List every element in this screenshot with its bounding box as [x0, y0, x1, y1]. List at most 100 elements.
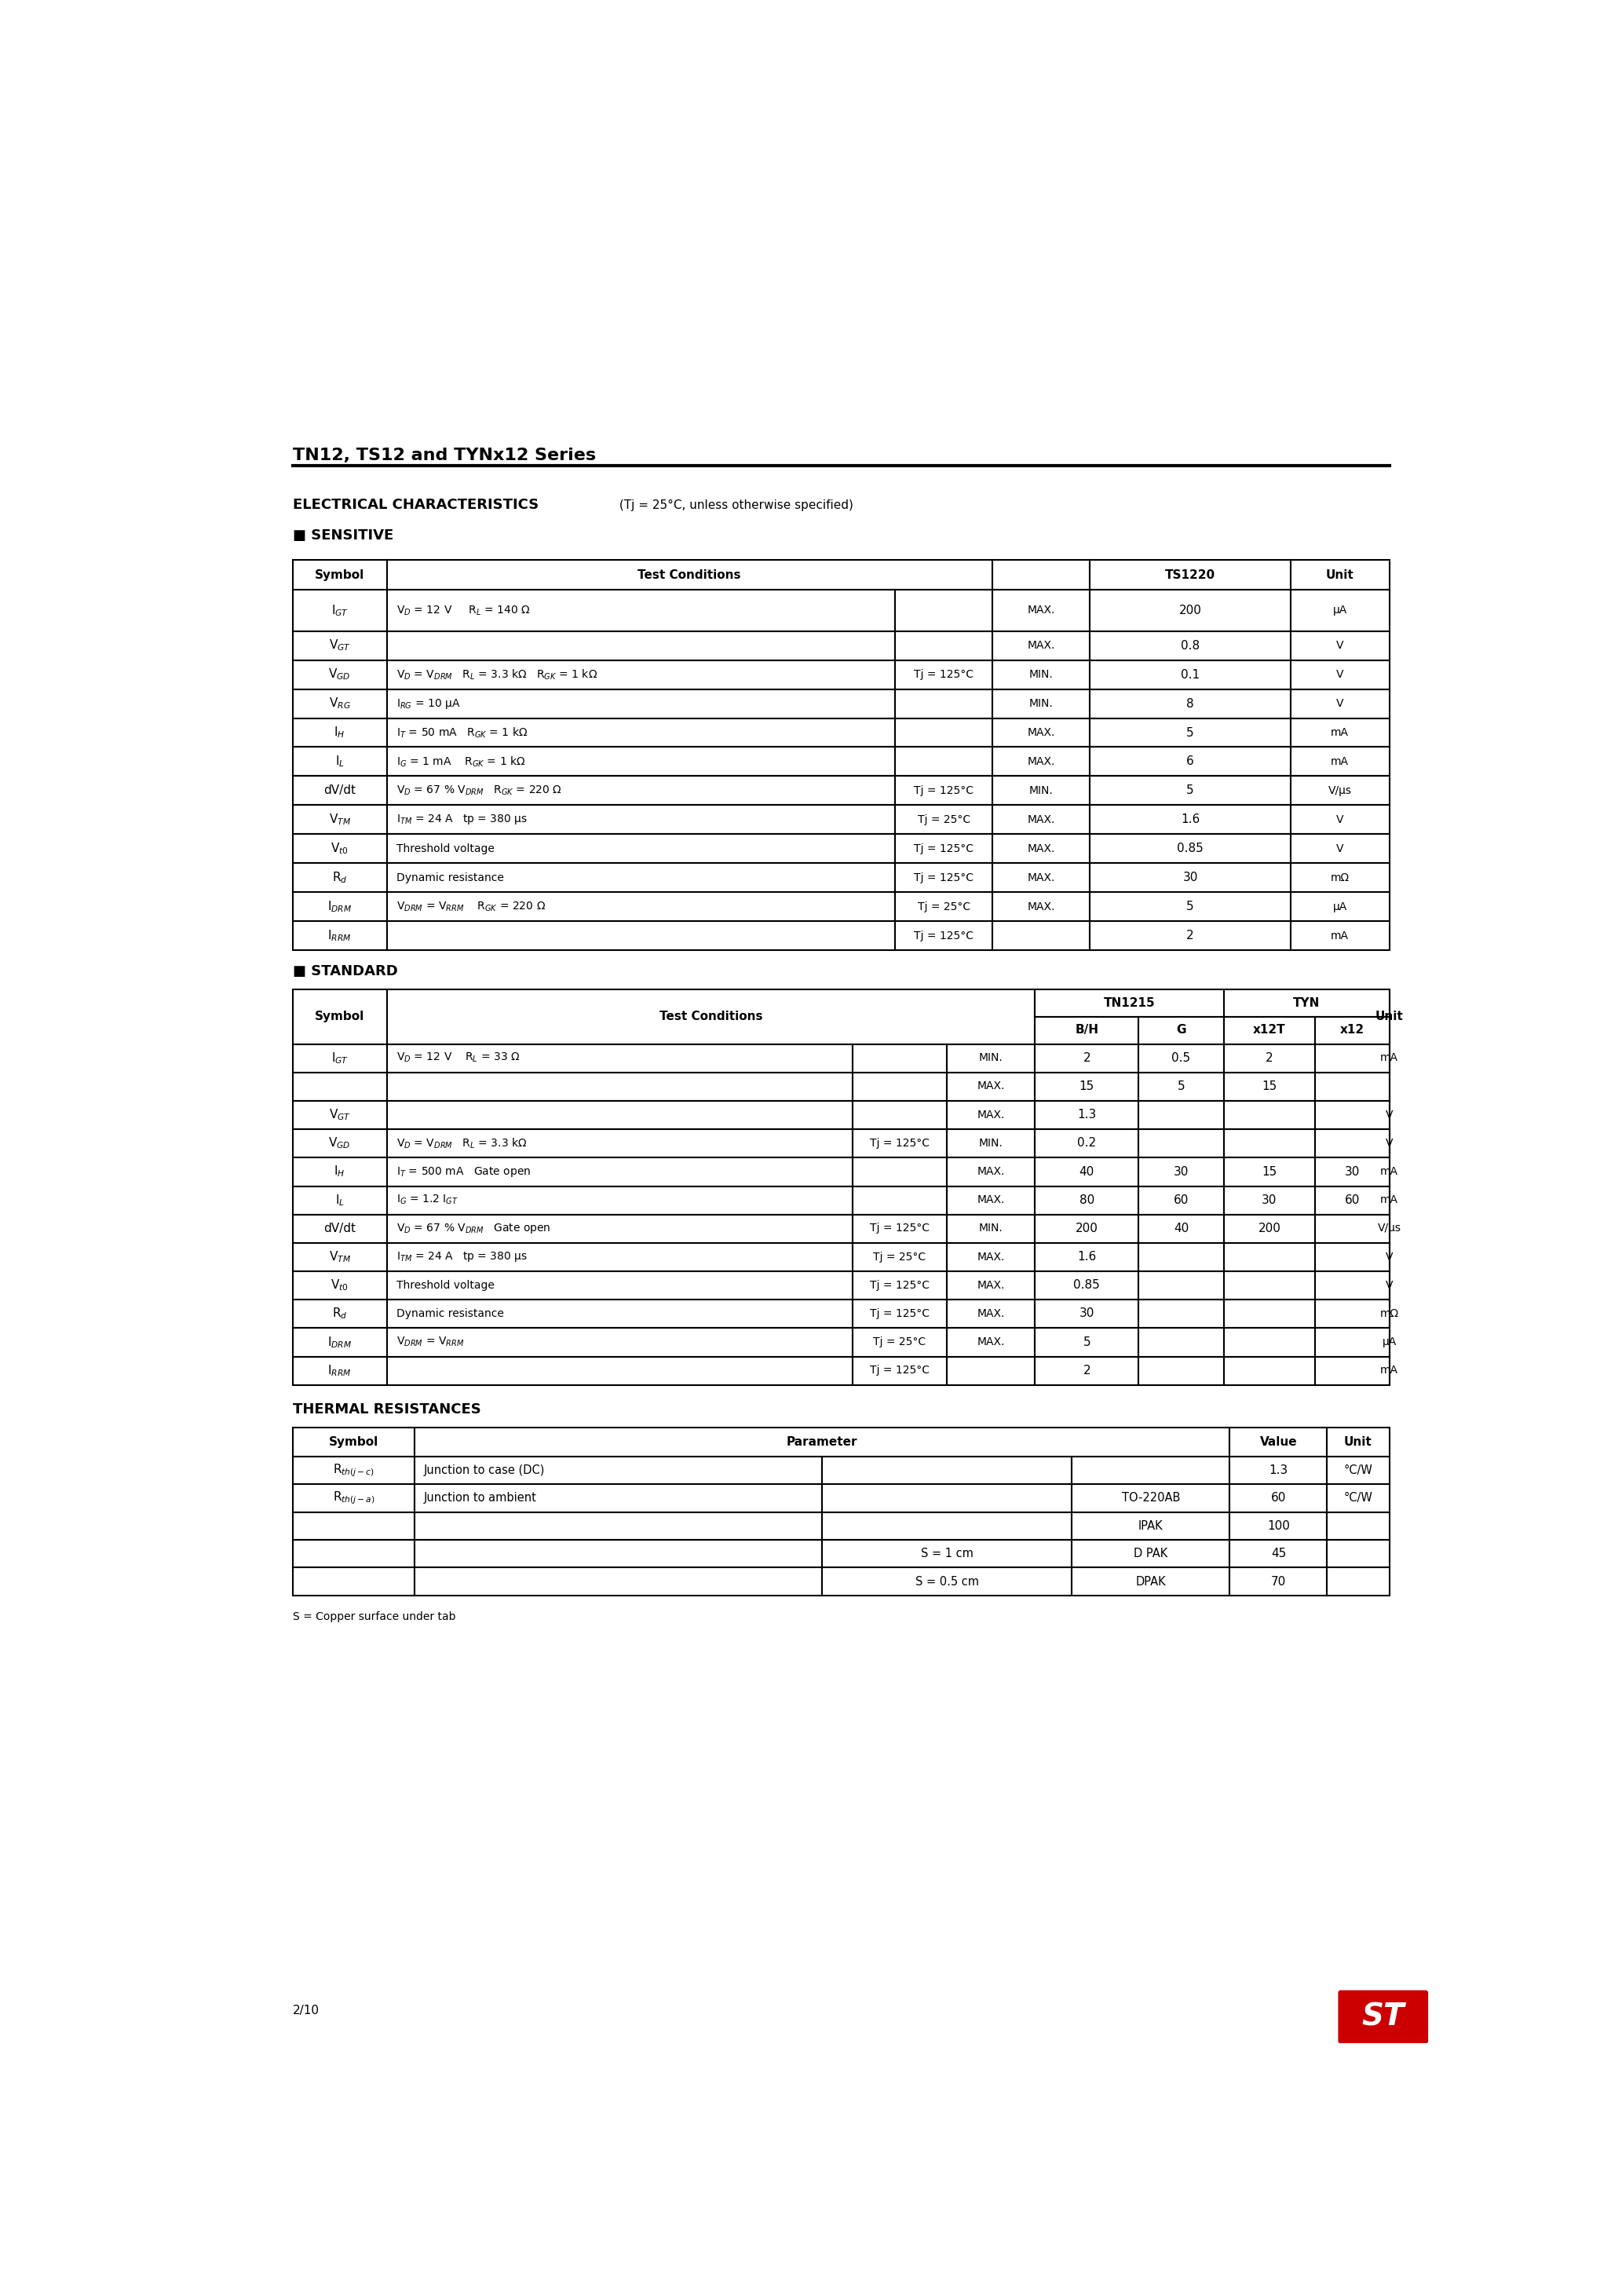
Bar — [853, 1187, 947, 1215]
Bar — [1139, 1187, 1223, 1215]
Text: mA: mA — [1332, 728, 1350, 737]
Text: Threshold voltage: Threshold voltage — [396, 1279, 495, 1290]
Bar — [1139, 1215, 1223, 1242]
Text: ST: ST — [1362, 2002, 1405, 2032]
Text: V$_{t0}$: V$_{t0}$ — [331, 840, 349, 856]
Bar — [1315, 1300, 1388, 1327]
Text: Dynamic resistance: Dynamic resistance — [396, 1309, 504, 1320]
Bar — [388, 776, 895, 806]
Text: I$_L$: I$_L$ — [336, 755, 344, 769]
Bar — [853, 1215, 947, 1242]
Bar — [415, 1456, 822, 1483]
Bar — [1090, 631, 1291, 659]
Text: dV/dt: dV/dt — [323, 785, 355, 797]
Bar — [853, 1100, 947, 1130]
Text: x12T: x12T — [1254, 1024, 1286, 1035]
Text: MIN.: MIN. — [978, 1052, 1002, 1063]
Bar — [1223, 990, 1388, 1017]
Bar — [1223, 1130, 1315, 1157]
Bar — [895, 689, 993, 719]
Text: I$_{GT}$: I$_{GT}$ — [331, 1052, 349, 1065]
Text: MIN.: MIN. — [1028, 668, 1053, 680]
Bar — [1291, 893, 1388, 921]
Text: Symbol: Symbol — [315, 569, 365, 581]
Bar — [388, 833, 895, 863]
Bar — [1035, 1272, 1139, 1300]
Bar — [1090, 719, 1291, 746]
Text: V$_{GD}$: V$_{GD}$ — [328, 668, 350, 682]
Text: V: V — [1385, 1251, 1393, 1263]
Bar — [1139, 1017, 1223, 1045]
Text: mA: mA — [1380, 1366, 1398, 1375]
Bar — [294, 1513, 415, 1541]
Bar — [993, 863, 1090, 893]
Bar — [388, 659, 895, 689]
Text: 5: 5 — [1186, 728, 1194, 739]
Bar — [1291, 806, 1388, 833]
Bar — [853, 1157, 947, 1187]
Text: ELECTRICAL CHARACTERISTICS: ELECTRICAL CHARACTERISTICS — [294, 498, 539, 512]
Bar — [1315, 1242, 1388, 1272]
Bar — [294, 921, 388, 951]
Bar — [294, 776, 388, 806]
Text: μA: μA — [1333, 604, 1348, 615]
Bar — [1139, 1130, 1223, 1157]
Bar — [1139, 1100, 1223, 1130]
Bar — [294, 1327, 388, 1357]
Text: V: V — [1337, 668, 1343, 680]
Text: 2: 2 — [1265, 1052, 1273, 1063]
Bar — [1223, 1187, 1315, 1215]
Bar — [388, 1045, 853, 1072]
Text: MAX.: MAX. — [976, 1309, 1004, 1320]
Bar — [1229, 1568, 1327, 1596]
Text: MAX.: MAX. — [1027, 815, 1054, 824]
Text: V$_D$ = V$_{DRM}$   R$_L$ = 3.3 kΩ: V$_D$ = V$_{DRM}$ R$_L$ = 3.3 kΩ — [396, 1137, 527, 1150]
Bar — [1315, 1187, 1388, 1215]
Text: Tj = 125°C: Tj = 125°C — [869, 1309, 929, 1320]
Bar — [1291, 863, 1388, 893]
Bar — [947, 1242, 1035, 1272]
Text: Symbol: Symbol — [329, 1435, 378, 1449]
Text: 80: 80 — [1079, 1194, 1095, 1205]
Bar — [1327, 1483, 1388, 1513]
Bar — [294, 631, 388, 659]
Bar — [853, 1327, 947, 1357]
Bar — [415, 1428, 1229, 1456]
Text: I$_{TM}$ = 24 A   tp = 380 μs: I$_{TM}$ = 24 A tp = 380 μs — [396, 813, 527, 827]
Text: G: G — [1176, 1024, 1186, 1035]
Bar — [1090, 806, 1291, 833]
Bar — [1315, 1215, 1388, 1242]
Text: 200: 200 — [1179, 604, 1202, 615]
Text: °C/W: °C/W — [1343, 1465, 1372, 1476]
Text: 6: 6 — [1186, 755, 1194, 767]
Bar — [294, 689, 388, 719]
Bar — [1072, 1568, 1229, 1596]
Text: Tj = 125°C: Tj = 125°C — [915, 843, 973, 854]
Bar — [1139, 1072, 1223, 1100]
Text: 0.85: 0.85 — [1074, 1279, 1100, 1290]
Bar — [294, 1242, 388, 1272]
Text: V$_{GT}$: V$_{GT}$ — [329, 638, 350, 652]
Bar — [1035, 1100, 1139, 1130]
Bar — [947, 1187, 1035, 1215]
Text: IPAK: IPAK — [1139, 1520, 1163, 1531]
Bar — [388, 1272, 853, 1300]
Text: x12: x12 — [1340, 1024, 1364, 1035]
Bar — [895, 590, 993, 631]
Text: 30: 30 — [1079, 1309, 1095, 1320]
Bar — [1223, 1017, 1315, 1045]
Bar — [294, 806, 388, 833]
Bar — [388, 893, 895, 921]
Text: V$_{DRM}$ = V$_{RRM}$    R$_{GK}$ = 220 Ω: V$_{DRM}$ = V$_{RRM}$ R$_{GK}$ = 220 Ω — [396, 900, 545, 914]
Bar — [294, 893, 388, 921]
Bar — [1229, 1456, 1327, 1483]
Text: 2: 2 — [1186, 930, 1194, 941]
Bar — [1090, 893, 1291, 921]
Text: MAX.: MAX. — [976, 1081, 1004, 1093]
Text: μA: μA — [1333, 902, 1348, 912]
Bar — [388, 590, 895, 631]
Bar — [1139, 1242, 1223, 1272]
Bar — [947, 1357, 1035, 1384]
Text: 0.5: 0.5 — [1171, 1052, 1191, 1063]
Bar — [1035, 1242, 1139, 1272]
